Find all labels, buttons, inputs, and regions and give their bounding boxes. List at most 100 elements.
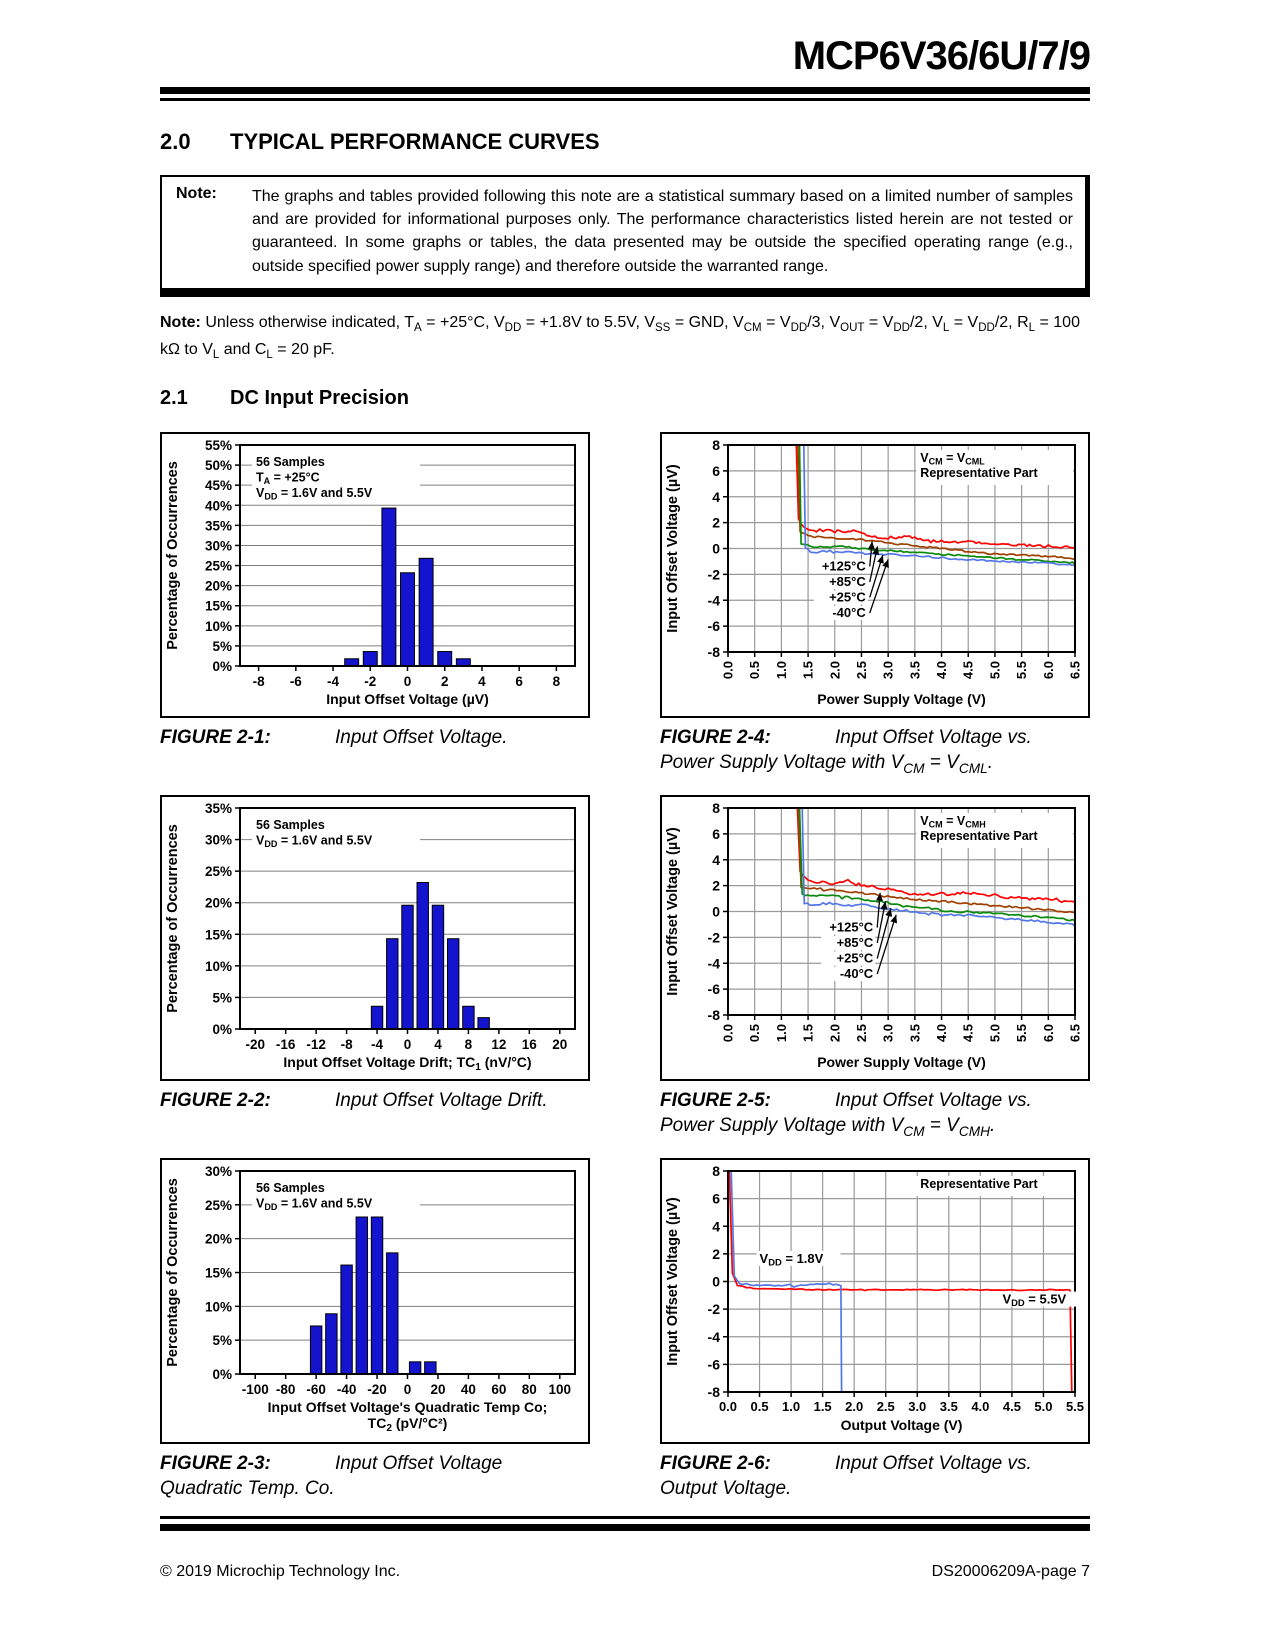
svg-text:2: 2 [712, 1246, 720, 1262]
svg-text:5.5: 5.5 [1066, 1399, 1084, 1414]
svg-text:60: 60 [491, 1382, 506, 1397]
figure-caption-text: Input Offset Voltage vs. Power Supply Vol… [660, 726, 1032, 777]
svg-text:Input Offset Voltage Drift; TC: Input Offset Voltage Drift; TC1 (nV/°C) [283, 1054, 531, 1073]
svg-text:Representative Part: Representative Part [920, 1177, 1038, 1191]
svg-text:Power Supply Voltage (V): Power Supply Voltage (V) [817, 691, 986, 707]
figure-2-4-chart-box: 0.0 0.5 1.0 1.5 2.0 2.5 3.0 3.5 4.0 4.5 5.0 5.5 6.0 6… [660, 431, 1090, 718]
svg-text:80: 80 [522, 1382, 537, 1397]
svg-text:8: 8 [712, 437, 720, 453]
svg-text:6: 6 [712, 1190, 720, 1206]
svg-text:VDD = 5.5V: VDD = 5.5V [1002, 1291, 1066, 1308]
svg-text:-2: -2 [708, 566, 721, 582]
svg-text:0: 0 [404, 1037, 412, 1052]
svg-text:+85°C: +85°C [829, 574, 866, 589]
svg-text:-40°C: -40°C [832, 605, 866, 620]
svg-text:10%: 10% [205, 619, 232, 634]
svg-text:-6: -6 [708, 618, 721, 634]
chart-figure-2-1: -8 -6 -4 -2 0 2 4 6 8 0% 5% 10% 15% 20% 25% 30% 35% 40% 45… [165, 438, 576, 707]
section-heading: 2.0 TYPICAL PERFORMANCE CURVES [160, 129, 1090, 155]
figure-caption-text: Input Offset Voltage vs. Power Supply Vol… [660, 1089, 1032, 1140]
svg-text:0.5: 0.5 [747, 661, 762, 679]
figure-caption: FIGURE 2-2: Input Offset Voltage Drift. [160, 1088, 590, 1114]
figure-caption: FIGURE 2-1: Input Offset Voltage. [160, 725, 590, 751]
svg-text:0: 0 [404, 1382, 412, 1397]
svg-text:20%: 20% [205, 1231, 232, 1246]
svg-text:6.5: 6.5 [1068, 661, 1083, 679]
figure-caption-label: FIGURE 2-2: [160, 1089, 271, 1111]
svg-text:1.0: 1.0 [774, 1024, 789, 1042]
svg-text:2.5: 2.5 [877, 1399, 895, 1414]
footer-copyright: © 2019 Microchip Technology Inc. [160, 1562, 401, 1580]
svg-text:4.5: 4.5 [961, 1024, 976, 1042]
svg-text:-8: -8 [708, 1007, 721, 1023]
svg-text:16: 16 [522, 1037, 538, 1052]
svg-text:0%: 0% [212, 659, 232, 674]
figure-2-3-chart-box: -100 -80 -60 -40 -20 0 20 40 60 80 100 0% 5% 10% 15% 20… [160, 1157, 590, 1444]
figure-2-2-chart-box: -20 -16 -12 -8 -4 0 4 8 12 16 20 0% 5% 10% 15% 20% 25% 30… [160, 794, 590, 1081]
svg-text:8: 8 [712, 800, 720, 816]
svg-text:0%: 0% [212, 1367, 232, 1382]
svg-text:Input Offset Voltage (µV): Input Offset Voltage (µV) [665, 827, 681, 996]
svg-text:4: 4 [434, 1037, 442, 1052]
conditions-note: Note: Unless otherwise indicated, TA = +… [160, 311, 1090, 365]
svg-text:Percentage of Occurrences: Percentage of Occurrences [165, 461, 181, 650]
svg-text:45%: 45% [205, 478, 232, 493]
figure-2-3: -100 -80 -60 -40 -20 0 20 40 60 80 100 0% 5% 10% 15% 20… [160, 1157, 590, 1502]
svg-text:0.0: 0.0 [721, 1024, 736, 1042]
svg-text:-60: -60 [306, 1382, 326, 1397]
svg-text:6: 6 [712, 463, 720, 479]
svg-text:-8: -8 [253, 674, 265, 689]
svg-text:Input Offset Voltage (µV): Input Offset Voltage (µV) [665, 1197, 681, 1366]
svg-text:3.5: 3.5 [940, 1399, 958, 1414]
svg-text:Input Offset Voltage's Quadrat: Input Offset Voltage's Quadratic Temp Co… [268, 1399, 548, 1415]
footer: © 2019 Microchip Technology Inc. DS20006… [160, 1563, 1090, 1581]
figure-caption-label: FIGURE 2-3: [160, 1452, 271, 1474]
svg-text:0.5: 0.5 [747, 1024, 762, 1042]
svg-text:15%: 15% [205, 1265, 232, 1280]
svg-text:VCM = VCML: VCM = VCML [920, 451, 985, 467]
svg-text:Representative Part: Representative Part [920, 466, 1038, 480]
svg-text:0: 0 [712, 540, 720, 556]
svg-text:6.5: 6.5 [1068, 1024, 1083, 1042]
svg-text:30%: 30% [205, 1164, 232, 1179]
subsection-heading: 2.1 DC Input Precision [160, 387, 1090, 410]
figures-grid: -8 -6 -4 -2 0 2 4 6 8 0% 5% 10% 15% 20% 25% 30% 35% 40% 45… [160, 431, 1090, 1502]
svg-text:4.0: 4.0 [934, 661, 949, 679]
svg-text:-20: -20 [245, 1037, 265, 1052]
svg-text:2.0: 2.0 [845, 1399, 863, 1414]
svg-text:56 Samples: 56 Samples [256, 1181, 325, 1195]
svg-text:5.0: 5.0 [987, 661, 1002, 679]
svg-text:3.0: 3.0 [881, 1024, 896, 1042]
svg-text:10%: 10% [205, 1299, 232, 1314]
chart-figure-2-2: -20 -16 -12 -8 -4 0 4 8 12 16 20 0% 5% 10% 15% 20% 25% 30… [165, 801, 576, 1073]
svg-text:Power Supply Voltage (V): Power Supply Voltage (V) [817, 1054, 986, 1070]
section-title: TYPICAL PERFORMANCE CURVES [230, 129, 600, 154]
svg-text:6: 6 [515, 674, 523, 689]
figure-caption-label: FIGURE 2-4: [660, 726, 771, 748]
svg-text:-6: -6 [708, 981, 721, 997]
chart-figure-2-5: 0.0 0.5 1.0 1.5 2.0 2.5 3.0 3.5 4.0 4.5 5.0 5.5 6.0 6… [665, 800, 1083, 1070]
figure-caption-text: Input Offset Voltage Drift. [335, 1089, 548, 1111]
svg-text:4.0: 4.0 [971, 1399, 989, 1414]
svg-text:-16: -16 [276, 1037, 296, 1052]
svg-text:5.0: 5.0 [1034, 1399, 1052, 1414]
svg-text:1.0: 1.0 [782, 1399, 800, 1414]
svg-text:-8: -8 [708, 1384, 721, 1400]
figure-caption: FIGURE 2-6: Input Offset Voltage vs. Outpu… [660, 1451, 1090, 1502]
svg-text:-4: -4 [708, 592, 721, 608]
svg-text:Output Voltage (V): Output Voltage (V) [841, 1417, 963, 1433]
figure-2-6: 0.0 0.5 1.0 1.5 2.0 2.5 3.0 3.5 4.0 4.5 5.0 5.5 -8 -6… [660, 1157, 1090, 1502]
footer-doc-number: DS20006209A-page 7 [931, 1562, 1090, 1580]
svg-text:VCM = VCMH: VCM = VCMH [920, 814, 985, 830]
figure-caption-text: Input Offset Voltage. [335, 726, 508, 748]
svg-text:55%: 55% [205, 438, 232, 453]
svg-text:-6: -6 [708, 1356, 721, 1372]
svg-text:+125°C: +125°C [822, 558, 866, 573]
figure-2-6-chart-box: 0.0 0.5 1.0 1.5 2.0 2.5 3.0 3.5 4.0 4.5 5.0 5.5 -8 -6… [660, 1157, 1090, 1444]
svg-text:4.5: 4.5 [961, 661, 976, 679]
svg-text:2.0: 2.0 [827, 1024, 842, 1042]
svg-text:+125°C: +125°C [829, 919, 873, 934]
figure-caption-label: FIGURE 2-1: [160, 726, 271, 748]
figure-caption-text: Input Offset Voltage vs. Output Voltage. [660, 1452, 1032, 1500]
svg-text:-4: -4 [708, 955, 721, 971]
